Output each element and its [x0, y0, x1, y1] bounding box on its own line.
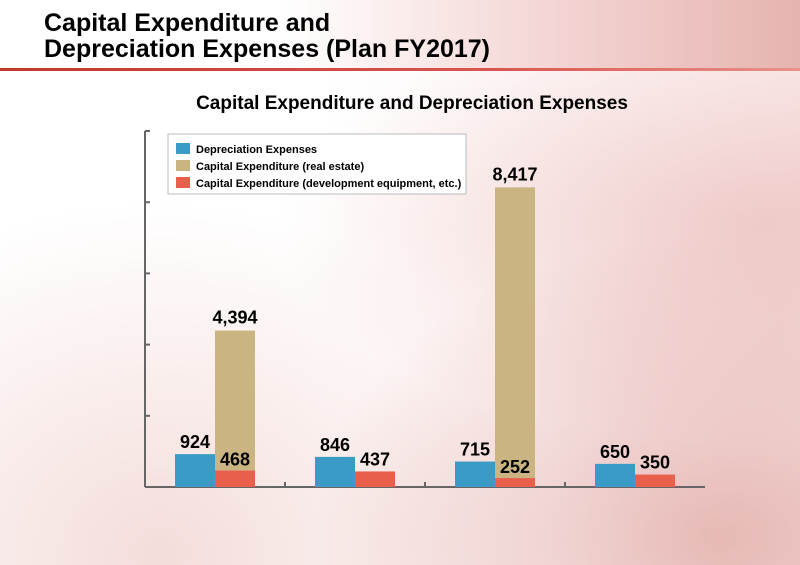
bar-capex-dev-1 [215, 470, 255, 487]
label-depreciation-1: 924 [180, 432, 210, 452]
legend-label-2: Capital Expenditure (real estate) [196, 161, 364, 173]
legend-label-3: Capital Expenditure (development equipme… [196, 178, 462, 190]
label-depreciation-3: 715 [460, 440, 490, 460]
legend-label-1: Depreciation Expenses [196, 144, 317, 156]
slide-title-line-2: Depreciation Expenses (Plan FY2017) [44, 35, 491, 63]
slide-title-line-1: Capital Expenditure and [44, 9, 331, 37]
bar-depreciation-2 [315, 456, 355, 487]
bar-depreciation-1 [175, 454, 215, 487]
bar-capex-dev-3 [495, 478, 535, 487]
label-depreciation-2: 846 [320, 435, 350, 455]
chart-title: Capital Expenditure and Depreciation Exp… [196, 93, 628, 114]
legend-swatch-3 [176, 177, 190, 188]
legend-box [167, 133, 467, 195]
header-rule [0, 68, 800, 71]
bar-depreciation-4 [595, 463, 635, 487]
bar-capex-dev-2 [355, 471, 395, 487]
bar-capex-dev-4 [635, 474, 675, 487]
bar-capex-real-estate-3 [495, 187, 535, 479]
label-capex-dev-3: 252 [500, 457, 530, 477]
label-capex-dev-2: 437 [360, 449, 390, 469]
bar-capex-real-estate-1 [215, 330, 255, 471]
legend-swatch-1 [176, 143, 190, 154]
label-capex-dev-4: 350 [640, 453, 670, 473]
bar-depreciation-3 [455, 461, 495, 487]
legend-swatch-2 [176, 160, 190, 171]
label-capex-total-1: 4,394 [212, 308, 257, 328]
label-depreciation-4: 650 [600, 442, 630, 462]
label-capex-dev-1: 468 [220, 449, 250, 469]
header-band [0, 0, 800, 70]
slide-title: Capital Expenditure and Depreciation Exp… [44, 10, 664, 62]
label-capex-total-3: 8,417 [492, 164, 537, 184]
